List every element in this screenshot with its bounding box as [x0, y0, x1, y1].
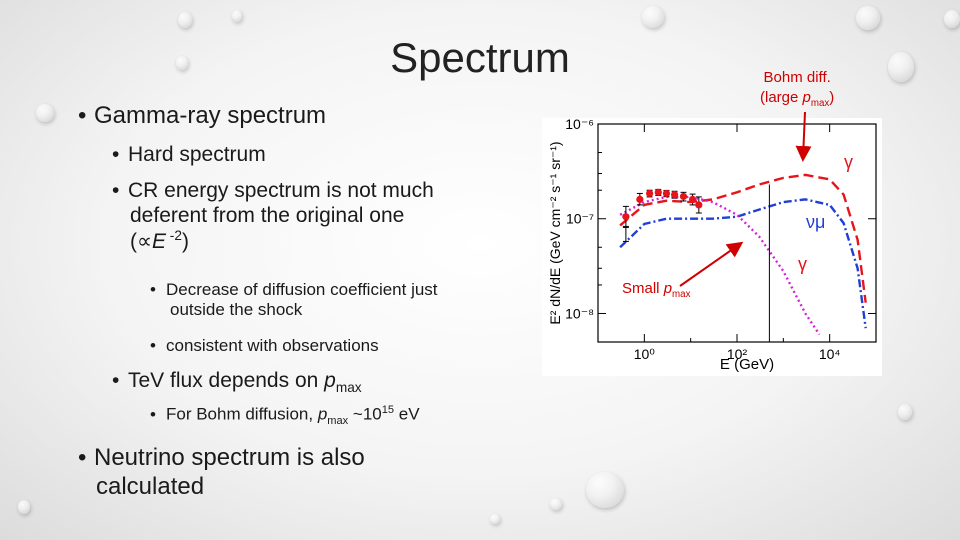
water-drop-decoration — [888, 52, 914, 82]
series-label-gamma: γ — [844, 152, 853, 172]
bullet-dot: • — [112, 143, 120, 166]
series-label-nu-mu: νμ — [806, 212, 825, 232]
annotation-bohm-diffusion: Bohm diff. (large pmax) — [760, 69, 835, 109]
data-point — [695, 201, 703, 209]
x-tick-label: 10⁰ — [634, 346, 656, 362]
water-drop-decoration — [550, 498, 562, 510]
water-drop-decoration — [944, 10, 960, 28]
bullet-cr-energy-spectrum: • CR energy spectrum is not much deferent… — [112, 179, 434, 254]
series-line-0 — [619, 173, 867, 303]
data-point — [679, 192, 688, 201]
data-point — [670, 190, 679, 199]
water-drop-decoration — [490, 514, 500, 524]
bullet-dot: • — [112, 179, 120, 202]
bullet-hard-spectrum: • Hard spectrum — [112, 143, 266, 166]
bullet-consistent-observations: • consistent with observations — [150, 336, 379, 355]
x-tick-label: 10² — [727, 346, 748, 362]
bullet-gamma-ray-spectrum: • Gamma-ray spectrum — [78, 102, 327, 129]
series-line-1 — [619, 198, 867, 329]
water-drop-decoration — [856, 6, 880, 30]
data-point — [662, 189, 671, 198]
series-label-gamma-small: γ — [798, 254, 807, 274]
y-tick-label: 10⁻⁷ — [566, 211, 594, 227]
water-drop-decoration — [586, 472, 624, 508]
plot-layer — [619, 173, 867, 342]
bullet-bohm-diffusion: • For Bohm diffusion, pmax ~1015 eV — [150, 404, 420, 428]
water-drop-decoration — [642, 6, 664, 28]
plot-frame — [597, 123, 877, 343]
data-point — [636, 195, 644, 204]
data-point — [622, 213, 630, 221]
data-point — [654, 188, 662, 196]
bullet-neutrino-spectrum: • Neutrino spectrum is also calculated — [78, 444, 365, 500]
bullet-dot: • — [78, 444, 87, 471]
water-drop-decoration — [36, 104, 54, 122]
series-line-2 — [619, 195, 821, 336]
x-tick-label: 10⁴ — [819, 346, 841, 362]
spectrum-chart-svg: 10⁰ 10² 10⁴ 10⁻⁶ 10⁻⁷ 10⁻⁸ E (GeV) E² dN/dE (… — [547, 116, 877, 373]
slide-title: Spectrum — [390, 34, 570, 81]
bullet-dot: • — [150, 280, 156, 299]
bullet-tev-flux: • TeV flux depends on pmax — [112, 369, 362, 396]
bullet-dot: • — [78, 102, 87, 129]
water-drop-decoration — [18, 500, 30, 514]
x-axis-label: E (GeV) — [720, 356, 774, 373]
y-tick-label: 10⁻⁸ — [565, 305, 594, 321]
axis-layer: 10⁰ 10² 10⁴ 10⁻⁶ 10⁻⁷ 10⁻⁸ — [565, 116, 877, 362]
water-drop-decoration — [898, 404, 912, 420]
bullet-dot: • — [150, 336, 156, 355]
y-tick-label: 10⁻⁶ — [565, 118, 594, 132]
data-point — [646, 189, 654, 198]
y-axis-label: E² dN/dE (GeV cm⁻² s⁻¹ sr⁻¹) — [547, 141, 563, 324]
spectrum-chart: 10⁰ 10² 10⁴ 10⁻⁶ 10⁻⁷ 10⁻⁸ E (GeV) E² dN/dE (… — [542, 116, 882, 376]
bullet-dot: • — [112, 369, 120, 392]
bullet-dot: • — [150, 404, 156, 424]
water-drop-decoration — [176, 56, 188, 70]
bullet-diffusion-coefficient: • Decrease of diffusion coefficient just … — [150, 280, 438, 320]
water-drop-decoration — [232, 10, 242, 22]
water-drop-decoration — [178, 12, 192, 28]
data-point — [688, 195, 697, 204]
annotation-small-pmax: Small pmax — [622, 280, 691, 300]
